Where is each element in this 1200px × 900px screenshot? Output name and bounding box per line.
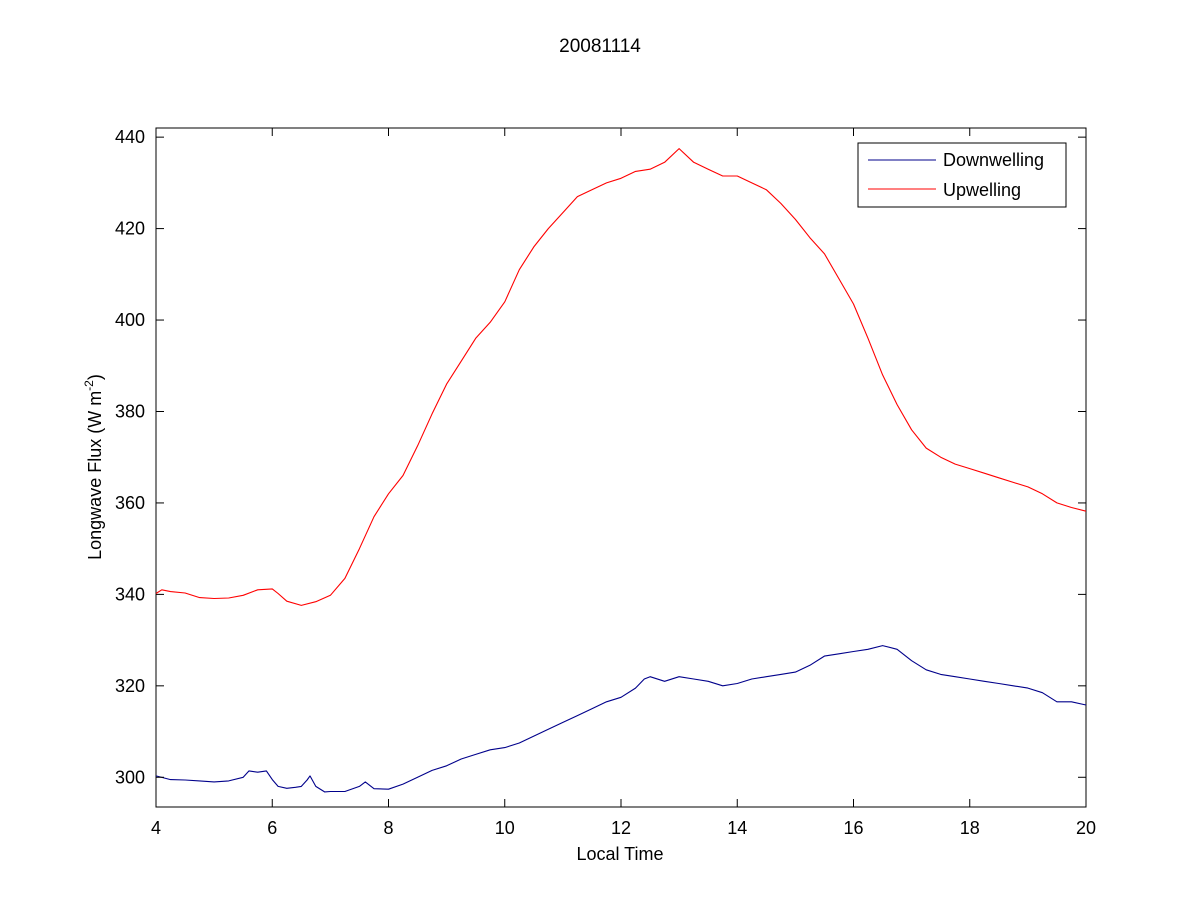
x-tick-label: 14 <box>727 818 747 838</box>
series-group <box>155 148 1087 793</box>
x-tick-label: 16 <box>843 818 863 838</box>
chart-title: 20081114 <box>559 36 641 57</box>
y-axis-label-main: Longwave Flux (W m <box>85 391 105 560</box>
x-tick-label: 10 <box>495 818 515 838</box>
x-tick-label: 6 <box>267 818 277 838</box>
y-axis: 300 320 340 360 380 400 420 440 <box>115 127 1086 787</box>
x-axis-label: Local Time <box>576 844 663 864</box>
x-axis: 4 6 8 10 12 14 16 18 20 <box>151 128 1096 838</box>
x-tick-label: 18 <box>960 818 980 838</box>
x-tick-label: 12 <box>611 818 631 838</box>
plot-area <box>155 127 1087 808</box>
legend-box <box>857 142 1067 208</box>
x-tick-label: 20 <box>1076 818 1096 838</box>
y-tick-label: 440 <box>115 127 145 147</box>
series-line-upwelling <box>155 148 1087 606</box>
y-tick-label: 300 <box>115 767 145 787</box>
y-axis-label-superscript: -2 <box>82 380 96 391</box>
y-tick-label: 420 <box>115 219 145 239</box>
y-axis-label-suffix: ) <box>85 374 105 380</box>
x-tick-label: 8 <box>383 818 393 838</box>
y-tick-label: 400 <box>115 310 145 330</box>
legend-label-upwelling: Upwelling <box>943 180 1021 200</box>
legend: Downwelling Upwelling <box>857 142 1067 208</box>
x-tick-label: 4 <box>151 818 161 838</box>
y-tick-label: 360 <box>115 493 145 513</box>
y-axis-label: Longwave Flux (W m-2) <box>82 374 105 560</box>
y-tick-label: 320 <box>115 676 145 696</box>
legend-label-downwelling: Downwelling <box>943 150 1044 170</box>
y-tick-label: 380 <box>115 401 145 421</box>
series-line-downwelling <box>155 645 1087 793</box>
y-tick-label: 340 <box>115 584 145 604</box>
